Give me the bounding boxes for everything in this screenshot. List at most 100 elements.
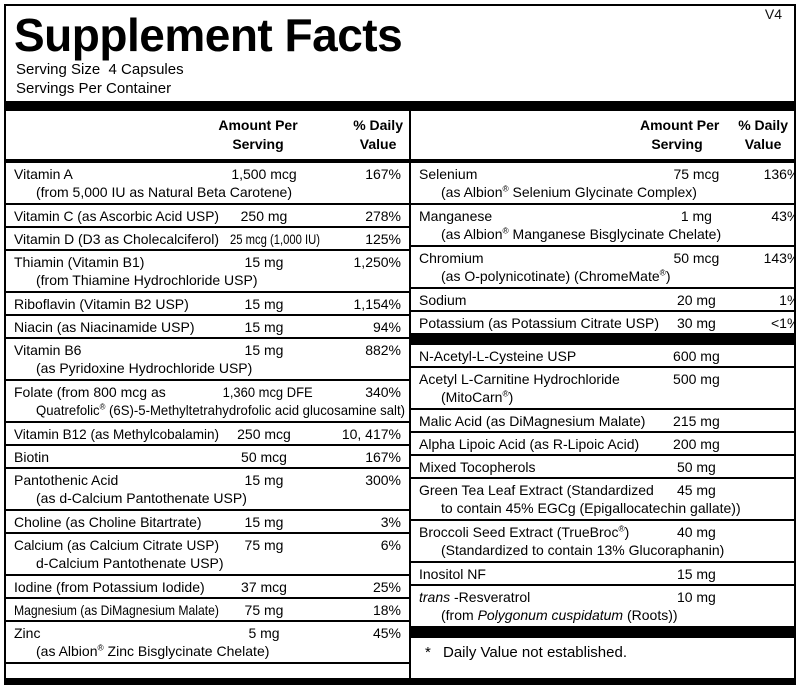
- nutrient-name: Mixed Tocopherols: [419, 459, 536, 475]
- nutrient-daily-value: *: [733, 370, 795, 388]
- nutrient-name: Biotin: [14, 449, 50, 465]
- daily-value-footnote: * Daily Value not established.: [411, 638, 794, 662]
- nutrient-amount: 45 mg: [676, 482, 716, 498]
- nutrient-name: Manganese: [419, 208, 493, 224]
- nutrient-row: Vitamin B12 (as Methylcobalamin) 250 mcg 1…: [6, 421, 409, 444]
- nutrient-name: N-Acetyl-L-Cysteine USP: [419, 348, 577, 364]
- nutrient-name: Thiamin (Vitamin B1): [14, 254, 145, 270]
- nutrient-amount: 50 mcg: [673, 250, 720, 266]
- nutrient-amount: 15 mg: [244, 472, 284, 488]
- nutrient-daily-value: 3%: [380, 514, 401, 530]
- nutrient-amount: 50 mcg: [241, 449, 287, 465]
- nutrient-daily-value: *: [733, 565, 795, 583]
- nutrient-daily-value: 45%: [372, 625, 401, 641]
- column-divider: [409, 111, 411, 678]
- nutrient-detail: (as Pyridoxine Hydrochloride USP): [36, 360, 253, 376]
- daily-value-header: % Daily Value: [353, 117, 403, 152]
- nutrient-amount: 15 mg: [244, 319, 284, 335]
- nutrient-daily-value: 43%: [771, 208, 794, 224]
- daily-value-header: % Daily Value: [738, 117, 788, 152]
- nutrient-row: Malic Acid (as DiMagnesium Malate) 215 mg…: [411, 408, 794, 431]
- nutrient-row: Magnesium (as DiMagnesium Malate) 75 mg 18…: [6, 597, 409, 620]
- nutrient-row: Broccoli Seed Extract (TrueBroc®) 40 mg * (…: [411, 519, 795, 561]
- nutrient-amount: 10 mg: [676, 589, 716, 605]
- nutrient-amount: 25 mcg (1,000 IU): [230, 231, 321, 247]
- nutrient-daily-value: *: [733, 481, 795, 499]
- amount-per-serving-header: Amount Per Serving: [218, 117, 298, 152]
- nutrient-row: Vitamin A 1,500 mcg 167% (from 5,000 IU as …: [6, 163, 409, 203]
- footnote-divider-bar: [411, 626, 794, 638]
- nutrient-name: Pantothenic Acid: [14, 472, 119, 488]
- nutrient-amount: 30 mg: [676, 315, 716, 331]
- nutrient-name: Zinc: [14, 625, 41, 641]
- nutrient-row: N-Acetyl-L-Cysteine USP 600 mg *: [411, 345, 795, 366]
- label-title: Supplement Facts: [14, 9, 403, 61]
- nutrient-name: Green Tea Leaf Extract (Standardized: [419, 482, 654, 498]
- section-divider-bar: [411, 333, 794, 345]
- nutrient-daily-value: *: [733, 347, 795, 365]
- nutrient-daily-value: 6%: [380, 537, 401, 553]
- nutrient-detail: (MitoCarn®): [441, 388, 514, 405]
- nutrient-name: Acetyl L-Carnitine Hydrochloride: [419, 371, 620, 387]
- nutrient-daily-value: 340%: [365, 384, 401, 400]
- nutrient-detail: (from 5,000 IU as Natural Beta Carotene): [36, 184, 293, 200]
- column-header-row: Amount Per Serving % Daily Value Amount …: [6, 111, 794, 159]
- nutrient-amount: 15 mg: [244, 342, 284, 358]
- minerals-rows: Selenium 75 mcg 136% (as Albion® Selenium G…: [411, 163, 796, 333]
- nutrient-name: Calcium (as Calcium Citrate USP): [14, 537, 219, 553]
- nutrient-amount: 1 mg: [680, 208, 712, 224]
- nutrient-row: Thiamin (Vitamin B1) 15 mg 1,250% (from Thi…: [6, 249, 409, 291]
- nutrient-daily-value: 278%: [365, 208, 401, 224]
- nutrient-amount: 37 mcg: [241, 579, 287, 595]
- nutrient-amount: 40 mg: [676, 524, 716, 540]
- nutrient-detail: (as Albion® Manganese Bisglycinate Chela…: [441, 225, 722, 242]
- nutrient-amount: 15 mg: [244, 254, 284, 270]
- nutrient-name: Vitamin B12 (as Methylcobalamin): [14, 426, 219, 442]
- nutrient-daily-value: 25%: [372, 579, 401, 595]
- left-column-header: Amount Per Serving % Daily Value: [6, 111, 409, 159]
- nutrient-row: Sodium 20 mg 1%: [411, 287, 794, 310]
- nutrient-row: Folate (from 800 mcg as 1,360 mcg DFE 340%…: [6, 379, 409, 421]
- nutrient-daily-value: *: [733, 435, 795, 453]
- nutrient-daily-value: 125%: [365, 231, 401, 247]
- nutrient-daily-value: 1,250%: [353, 254, 401, 270]
- nutrient-daily-value: 136%: [763, 166, 796, 182]
- nutrient-amount: 15 mg: [244, 514, 284, 530]
- nutrient-daily-value: 167%: [365, 166, 401, 182]
- nutrient-detail: d-Calcium Pantothenate USP): [36, 555, 224, 571]
- nutrient-name: trans -Resveratrol: [419, 589, 531, 605]
- footnote-text: Daily Value not established.: [443, 644, 627, 661]
- right-column-header: Amount Per Serving % Daily Value: [411, 111, 794, 159]
- version-tag: V4: [764, 6, 782, 22]
- nutrient-amount: 75 mg: [244, 602, 284, 618]
- nutrient-name: Inositol NF: [419, 566, 486, 582]
- nutrient-name: Vitamin B6: [14, 342, 82, 358]
- nutrient-amount: 1,500 mcg: [231, 166, 297, 182]
- nutrient-daily-value: <1%: [770, 315, 794, 331]
- label-frame: Supplement Facts Serving Size 4 Capsules…: [4, 4, 796, 685]
- facts-table: Amount Per Serving % Daily Value Amount …: [6, 111, 794, 678]
- nutrient-row: Mixed Tocopherols 50 mg *: [411, 454, 794, 477]
- nutrient-daily-value: *: [733, 523, 795, 541]
- nutrient-name: Malic Acid (as DiMagnesium Malate): [419, 413, 646, 429]
- nutrient-row: Inositol NF 15 mg *: [411, 561, 795, 584]
- nutrient-row: Pantothenic Acid 15 mg 300% (as d-Calcium P…: [6, 467, 409, 509]
- nutrient-detail: (as Albion® Selenium Glycinate Complex): [441, 183, 697, 200]
- nutrient-amount: 500 mg: [673, 371, 720, 387]
- nutrient-amount: 75 mg: [244, 537, 284, 553]
- nutrient-daily-value: 167%: [365, 449, 401, 465]
- nutrient-row: Acetyl L-Carnitine Hydrochloride 500 mg * (…: [411, 366, 795, 408]
- left-nutrient-column: Vitamin A 1,500 mcg 167% (from 5,000 IU as …: [6, 163, 409, 664]
- nutrient-amount: 250 mg: [240, 208, 288, 224]
- nutrient-row: Potassium (as Potassium Citrate USP) 30 m…: [411, 310, 794, 333]
- nutrient-amount: 20 mg: [676, 292, 716, 308]
- nutrient-daily-value: 94%: [372, 319, 401, 335]
- nutrient-name: Folate (from 800 mcg as: [14, 384, 166, 400]
- nutrient-detail: (as Albion® Zinc Bisglycinate Chelate): [36, 642, 270, 659]
- nutrient-detail: (as d-Calcium Pantothenate USP): [36, 490, 247, 506]
- nutrient-name: Alpha Lipoic Acid (as R-Lipoic Acid): [419, 436, 640, 452]
- nutrient-row: Vitamin D (D3 as Cholecalciferol) 25 mcg …: [6, 226, 409, 249]
- nutrient-name: Selenium: [419, 166, 478, 182]
- nutrient-row: Chromium 50 mcg 143% (as O-polynicotinate) …: [411, 245, 794, 287]
